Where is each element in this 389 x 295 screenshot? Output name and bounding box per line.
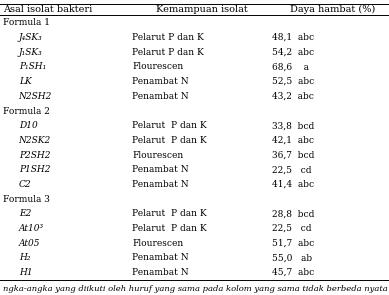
Text: Penambat N: Penambat N xyxy=(132,268,189,277)
Text: 52,5  abc: 52,5 abc xyxy=(272,77,315,86)
Text: N2SH2: N2SH2 xyxy=(19,92,52,101)
Text: 42,1  abc: 42,1 abc xyxy=(272,136,314,145)
Text: 54,2  abc: 54,2 abc xyxy=(272,48,314,57)
Text: 22,5   cd: 22,5 cd xyxy=(272,165,312,174)
Text: Asal isolat bakteri: Asal isolat bakteri xyxy=(3,4,92,14)
Text: 41,4  abc: 41,4 abc xyxy=(272,180,314,189)
Text: 48,1  abc: 48,1 abc xyxy=(272,33,314,42)
Text: Pelarut P dan K: Pelarut P dan K xyxy=(132,33,204,42)
Text: Flourescen: Flourescen xyxy=(132,63,184,71)
Text: 22,5   cd: 22,5 cd xyxy=(272,224,312,233)
Text: At10³: At10³ xyxy=(19,224,44,233)
Text: 45,7  abc: 45,7 abc xyxy=(272,268,315,277)
Text: H₂: H₂ xyxy=(19,253,30,263)
Text: 43,2  abc: 43,2 abc xyxy=(272,92,314,101)
Text: 36,7  bcd: 36,7 bcd xyxy=(272,150,315,160)
Text: N2SK2: N2SK2 xyxy=(19,136,51,145)
Text: Flourescen: Flourescen xyxy=(132,150,184,160)
Text: Pelarut  P dan K: Pelarut P dan K xyxy=(132,121,207,130)
Text: 55,0   ab: 55,0 ab xyxy=(272,253,312,263)
Text: H1: H1 xyxy=(19,268,32,277)
Text: At05: At05 xyxy=(19,239,40,248)
Text: P1SH2: P1SH2 xyxy=(19,165,50,174)
Text: D10: D10 xyxy=(19,121,37,130)
Text: 68,6    a: 68,6 a xyxy=(272,63,309,71)
Text: P2SH2: P2SH2 xyxy=(19,150,50,160)
Text: P₁SH₁: P₁SH₁ xyxy=(19,63,46,71)
Text: E2: E2 xyxy=(19,209,31,218)
Text: C2: C2 xyxy=(19,180,31,189)
Text: 28,8  bcd: 28,8 bcd xyxy=(272,209,315,218)
Text: Pelarut  P dan K: Pelarut P dan K xyxy=(132,224,207,233)
Text: Penambat N: Penambat N xyxy=(132,180,189,189)
Text: Penambat N: Penambat N xyxy=(132,77,189,86)
Text: 33,8  bcd: 33,8 bcd xyxy=(272,121,315,130)
Text: Kemampuan isolat: Kemampuan isolat xyxy=(156,4,248,14)
Text: Penambat N: Penambat N xyxy=(132,253,189,263)
Text: Formula 1: Formula 1 xyxy=(3,18,50,27)
Text: Formula 2: Formula 2 xyxy=(3,106,50,116)
Text: 51,7  abc: 51,7 abc xyxy=(272,239,315,248)
Text: Pelarut  P dan K: Pelarut P dan K xyxy=(132,136,207,145)
Text: ngka-angka yang diikuti oleh huruf yang sama pada kolom yang sama tidak berbeda : ngka-angka yang diikuti oleh huruf yang … xyxy=(3,285,388,293)
Text: J₄SK₃: J₄SK₃ xyxy=(19,33,42,42)
Text: Pelarut P dan K: Pelarut P dan K xyxy=(132,48,204,57)
Text: Formula 3: Formula 3 xyxy=(3,195,50,204)
Text: Pelarut  P dan K: Pelarut P dan K xyxy=(132,209,207,218)
Text: Flourescen: Flourescen xyxy=(132,239,184,248)
Text: Daya hambat (%): Daya hambat (%) xyxy=(290,4,375,14)
Text: Penambat N: Penambat N xyxy=(132,92,189,101)
Text: J₁SK₃: J₁SK₃ xyxy=(19,48,42,57)
Text: LK: LK xyxy=(19,77,32,86)
Text: Penambat N: Penambat N xyxy=(132,165,189,174)
